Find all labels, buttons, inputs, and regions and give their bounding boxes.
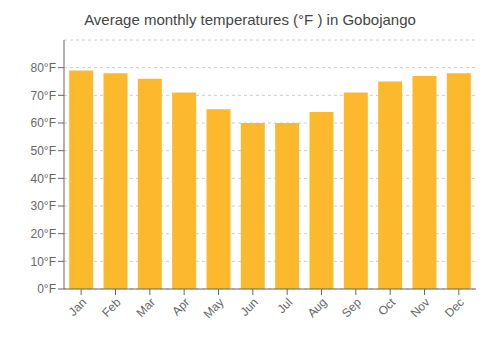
- svg-text:Apr: Apr: [169, 295, 192, 318]
- svg-text:60°F: 60°F: [31, 116, 56, 130]
- svg-text:Sep: Sep: [339, 295, 364, 320]
- svg-text:Dec: Dec: [442, 295, 467, 320]
- svg-text:May: May: [201, 295, 227, 321]
- svg-text:Nov: Nov: [408, 295, 433, 320]
- svg-text:Feb: Feb: [99, 295, 124, 320]
- svg-text:Aug: Aug: [305, 295, 330, 320]
- svg-text:70°F: 70°F: [31, 89, 56, 103]
- svg-text:Oct: Oct: [375, 295, 399, 319]
- svg-text:10°F: 10°F: [31, 255, 56, 269]
- svg-text:50°F: 50°F: [31, 144, 56, 158]
- svg-text:0°F: 0°F: [37, 282, 56, 296]
- svg-text:Jul: Jul: [275, 295, 296, 316]
- svg-text:40°F: 40°F: [31, 172, 56, 186]
- svg-text:30°F: 30°F: [31, 199, 56, 213]
- svg-text:Jan: Jan: [66, 295, 90, 319]
- html-text:Average monthly temperatures (: Average monthly temperatures (°F ) in Go…: [84, 11, 416, 28]
- svg-text:20°F: 20°F: [31, 227, 56, 241]
- svg-text:Jun: Jun: [237, 295, 261, 319]
- svg-text:Mar: Mar: [133, 295, 158, 320]
- svg-text:80°F: 80°F: [31, 61, 56, 75]
